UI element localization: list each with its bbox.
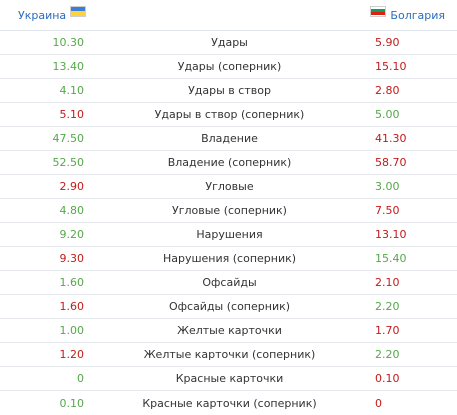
away-value: 1.70: [375, 324, 400, 337]
home-value: 5.10: [59, 108, 85, 121]
home-value: 0.10: [59, 396, 85, 410]
home-value: 52.50: [52, 156, 85, 169]
stat-row: 47.50 Владение 41.30: [0, 127, 457, 151]
away-value: 5.00: [375, 108, 400, 121]
stat-label: Владение: [201, 132, 258, 145]
stat-row: 4.80 Угловые (соперник) 7.50: [0, 199, 457, 223]
away-value: 0.10: [375, 372, 400, 385]
stat-row: 1.20 Желтые карточки (соперник) 2.20: [0, 343, 457, 367]
stat-label: Красные карточки: [175, 372, 284, 385]
stat-label: Удары в створ (соперник): [154, 108, 305, 121]
home-value: 0: [77, 372, 84, 385]
away-value: 2.10: [375, 276, 400, 289]
away-value: 15.40: [375, 252, 407, 265]
stat-row: 10.30 Удары 5.90: [0, 31, 457, 55]
stat-label: Желтые карточки (соперник): [143, 348, 316, 361]
home-team-link[interactable]: Украина: [18, 5, 87, 22]
stat-label: Угловые: [205, 180, 254, 193]
stat-label: Удары в створ: [188, 84, 271, 97]
home-value: 9.30: [59, 252, 85, 265]
home-value: 9.20: [59, 228, 85, 241]
home-value: 10.30: [52, 36, 85, 49]
home-team-name[interactable]: Украина: [18, 8, 67, 22]
stat-label: Нарушения: [196, 228, 263, 241]
away-team-link[interactable]: Болгария: [370, 5, 445, 22]
stat-row: 0 Красные карточки 0.10: [0, 367, 457, 391]
stat-row: 1.60 Офсайды (соперник) 2.20: [0, 295, 457, 319]
stat-row: 52.50 Владение (соперник) 58.70: [0, 151, 457, 175]
stat-row: 1.60 Офсайды 2.10: [0, 271, 457, 295]
stat-label: Удары: [211, 36, 248, 49]
stat-label: Желтые карточки: [177, 324, 282, 337]
away-value: 13.10: [375, 228, 407, 241]
away-value: 2.80: [375, 84, 400, 97]
away-team-name[interactable]: Болгария: [390, 8, 445, 22]
away-value: 2.20: [375, 300, 400, 313]
away-value: 0: [375, 396, 382, 410]
away-value: 3.00: [375, 180, 400, 193]
stat-row: 2.90 Угловые 3.00: [0, 175, 457, 199]
stat-label: Офсайды (соперник): [168, 300, 291, 313]
home-value: 1.60: [59, 276, 85, 289]
home-value: 4.80: [59, 204, 85, 217]
stats-list: 10.30 Удары 5.90 13.40 Удары (соперник) 15.1…: [0, 31, 457, 415]
home-value: 1.20: [59, 348, 85, 361]
stat-label: Красные карточки (соперник): [142, 396, 317, 410]
away-value: 15.10: [375, 60, 407, 73]
away-value: 58.70: [375, 156, 407, 169]
home-value: 13.40: [52, 60, 85, 73]
away-value: 5.90: [375, 36, 400, 49]
stat-row: 9.30 Нарушения (соперник) 15.40: [0, 247, 457, 271]
home-value: 1.60: [59, 300, 85, 313]
home-value: 47.50: [52, 132, 85, 145]
ukraine-flag-icon: [70, 5, 87, 17]
stat-label: Угловые (соперник): [172, 204, 287, 217]
away-value: 41.30: [375, 132, 407, 145]
stat-label: Удары (соперник): [177, 60, 282, 73]
away-value: 2.20: [375, 348, 400, 361]
home-value: 2.90: [59, 180, 85, 193]
stat-row: 4.10 Удары в створ 2.80: [0, 79, 457, 103]
stat-row: 1.00 Желтые карточки 1.70: [0, 319, 457, 343]
stat-row: 0.10 Красные карточки (соперник) 0: [0, 391, 457, 415]
home-value: 1.00: [59, 324, 85, 337]
stat-label: Офсайды: [202, 276, 257, 289]
stat-row: 13.40 Удары (соперник) 15.10: [0, 55, 457, 79]
stat-label: Нарушения (соперник): [162, 252, 297, 265]
stat-row: 9.20 Нарушения 13.10: [0, 223, 457, 247]
bulgaria-flag-icon: [370, 5, 387, 17]
stat-label: Владение (соперник): [167, 156, 292, 169]
teams-header: Украина Болгария: [0, 0, 457, 31]
stat-row: 5.10 Удары в створ (соперник) 5.00: [0, 103, 457, 127]
away-value: 7.50: [375, 204, 400, 217]
home-value: 4.10: [59, 84, 85, 97]
